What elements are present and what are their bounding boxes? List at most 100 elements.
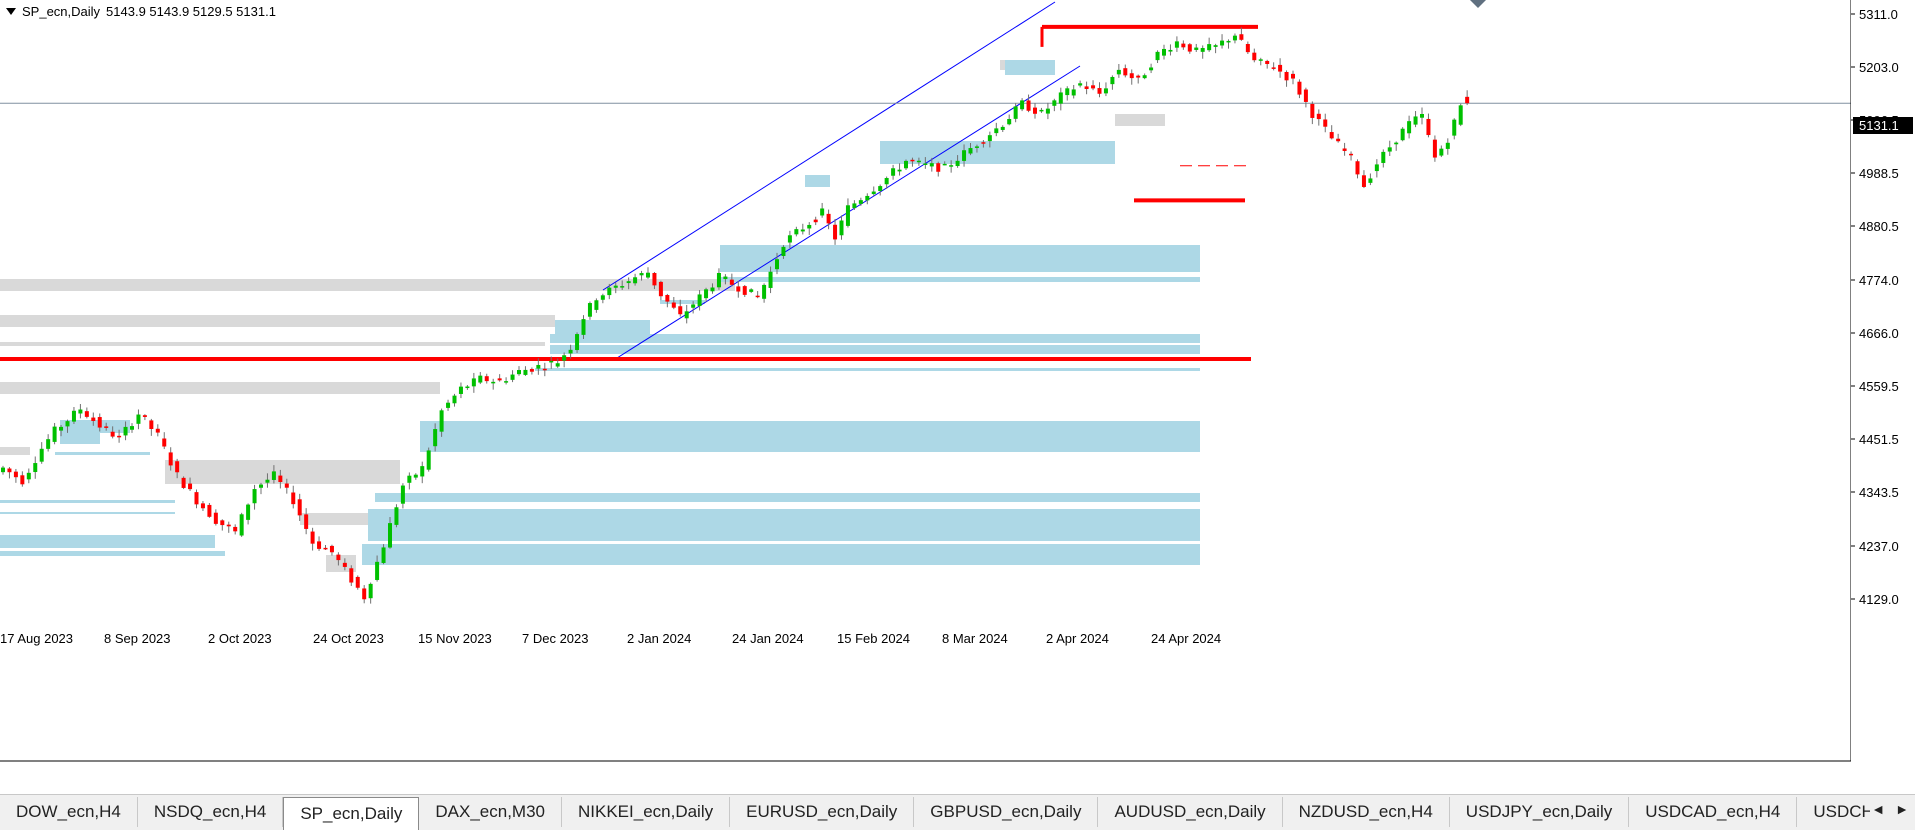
- candle: [7, 467, 12, 479]
- candle: [762, 283, 767, 303]
- demand-zone-blue: [0, 512, 175, 514]
- candle: [213, 509, 218, 526]
- symbol-tab[interactable]: USDJPY_ecn,Daily: [1450, 797, 1630, 827]
- candle: [845, 198, 850, 228]
- triangle-down-icon[interactable]: [6, 8, 16, 15]
- price-tick-label: 4451.5: [1859, 432, 1899, 447]
- candle: [852, 200, 857, 210]
- candle: [1465, 90, 1470, 106]
- candle: [1213, 43, 1218, 54]
- candle: [504, 377, 509, 385]
- candle: [813, 216, 818, 226]
- price-chart[interactable]: 17 Aug 2023 8 Sep 2023 2 Oct 2023 24 Oct 20…: [0, 0, 1852, 790]
- candle: [878, 184, 883, 196]
- candle: [1368, 173, 1373, 186]
- symbol-tab[interactable]: USDCAD_ecn,H4: [1629, 797, 1798, 827]
- candle: [52, 422, 57, 445]
- symbol-tab[interactable]: NIKKEI_ecn,Daily: [562, 797, 731, 827]
- symbol-tab[interactable]: EURUSD_ecn,Daily: [730, 797, 915, 827]
- candle: [807, 222, 812, 235]
- candle: [471, 372, 476, 393]
- candle: [1355, 159, 1360, 179]
- candle: [84, 407, 89, 419]
- demand-zone-blue: [362, 544, 1200, 565]
- candle: [1078, 80, 1083, 88]
- candle: [1097, 82, 1102, 98]
- candle: [1123, 64, 1128, 78]
- candle: [981, 140, 986, 148]
- candle: [1445, 138, 1450, 155]
- candle: [239, 512, 244, 537]
- candle: [968, 143, 973, 156]
- candle: [665, 293, 670, 308]
- candle: [729, 273, 734, 287]
- price-axis[interactable]: 5311.05203.05096.54988.54880.54774.04666…: [1851, 0, 1915, 790]
- symbol-tab[interactable]: DOW_ecn,H4: [0, 797, 138, 827]
- candle: [678, 299, 683, 317]
- candle: [916, 157, 921, 166]
- price-tick-label: 4666.0: [1859, 326, 1899, 341]
- candle: [716, 268, 721, 290]
- candle: [1239, 27, 1244, 41]
- candle: [1413, 111, 1418, 128]
- symbol-tab[interactable]: DAX_ecn,M30: [419, 797, 562, 827]
- candle: [491, 378, 496, 390]
- candle: [1155, 50, 1160, 64]
- candle: [291, 485, 296, 509]
- time-tick-label: 8 Mar 2024: [942, 631, 1008, 646]
- chart-canvas: 17 Aug 2023 8 Sep 2023 2 Oct 2023 24 Oct 20…: [0, 0, 1852, 762]
- candle: [46, 434, 51, 452]
- tab-right-arrow-icon[interactable]: ►: [1895, 801, 1909, 817]
- candle: [1174, 36, 1179, 52]
- candle: [342, 558, 347, 571]
- time-tick-label: 17 Aug 2023: [0, 631, 73, 646]
- candle: [1361, 170, 1366, 189]
- time-tick-label: 24 Oct 2023: [313, 631, 384, 646]
- candle: [1207, 37, 1212, 52]
- candle: [1420, 107, 1424, 125]
- candle: [1323, 113, 1328, 133]
- candle: [684, 304, 689, 324]
- symbol-tab[interactable]: NSDQ_ecn,H4: [138, 797, 284, 827]
- symbol-tab[interactable]: AUDUSD_ecn,Daily: [1098, 797, 1283, 827]
- candle: [929, 157, 934, 172]
- candle: [465, 385, 470, 390]
- time-tick-label: 7 Dec 2023: [522, 631, 589, 646]
- candle: [523, 366, 528, 376]
- candle: [394, 504, 399, 528]
- candle: [1226, 39, 1231, 49]
- candle: [710, 283, 715, 294]
- candle: [194, 489, 199, 509]
- symbol-tab[interactable]: SP_ecn,Daily: [283, 797, 420, 830]
- candle: [1103, 82, 1108, 97]
- candle: [697, 290, 702, 311]
- symbol-tab[interactable]: NZDUSD_ecn,H4: [1283, 797, 1450, 827]
- candle: [265, 473, 270, 488]
- tab-nav: ◄ ►: [1871, 801, 1909, 817]
- candle: [775, 252, 779, 275]
- tab-left-arrow-icon[interactable]: ◄: [1871, 801, 1886, 817]
- candle: [400, 483, 405, 509]
- candle: [794, 226, 799, 237]
- candle: [1271, 62, 1276, 71]
- candle: [994, 122, 999, 137]
- candle: [555, 358, 560, 368]
- candle: [297, 493, 302, 522]
- candle: [91, 412, 96, 426]
- candle: [478, 372, 483, 385]
- candle: [1129, 69, 1134, 85]
- demand-zone-blue: [0, 535, 215, 548]
- demand-zone-blue: [660, 300, 705, 304]
- time-tick-label: 8 Sep 2023: [104, 631, 171, 646]
- candle: [587, 301, 592, 320]
- candle: [110, 426, 115, 439]
- candle: [1142, 73, 1147, 80]
- candle: [736, 280, 741, 298]
- time-tick-label: 2 Apr 2024: [1046, 631, 1109, 646]
- candle: [1400, 127, 1405, 142]
- candle: [1426, 113, 1431, 138]
- symbol-tab[interactable]: USDCHF_ecr: [1797, 797, 1870, 827]
- symbol-tab[interactable]: GBPUSD_ecn,Daily: [914, 797, 1099, 827]
- candle: [787, 230, 792, 249]
- candle: [891, 164, 896, 180]
